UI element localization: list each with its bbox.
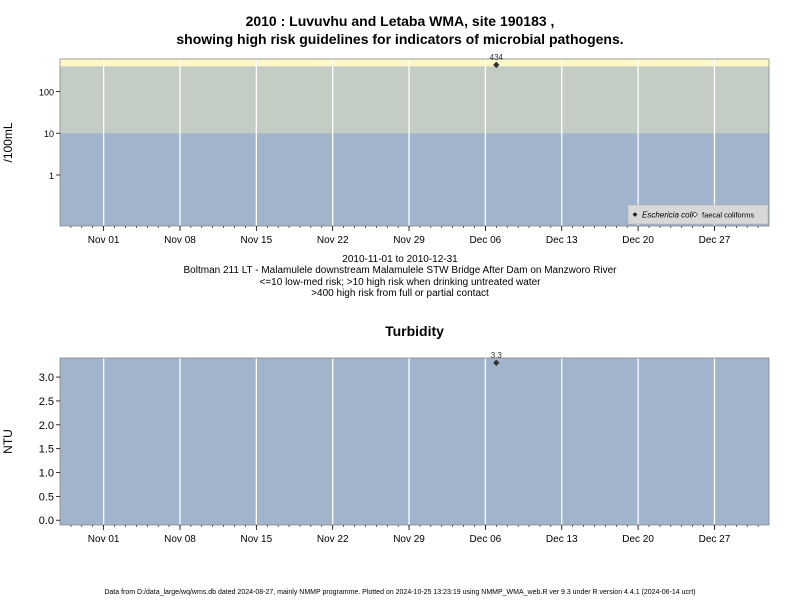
x-tick-label: Dec 27 bbox=[699, 235, 731, 246]
x-tick-label: Dec 06 bbox=[470, 534, 502, 545]
y-tick-label: 10 bbox=[44, 129, 54, 139]
x-tick-label: Nov 01 bbox=[88, 235, 120, 246]
x-tick-label: Nov 15 bbox=[240, 534, 272, 545]
date-range-label: 2010-11-01 to 2010-12-31 bbox=[342, 254, 458, 265]
data-label: 434 bbox=[490, 53, 504, 62]
x-tick-label: Dec 27 bbox=[699, 534, 731, 545]
data-label: 3.3 bbox=[491, 351, 503, 360]
x-tick-label: Dec 20 bbox=[622, 235, 654, 246]
legend-label-ecoli: Eschericia coli bbox=[642, 211, 693, 220]
legend-box bbox=[627, 204, 769, 225]
y-tick-label: 1.0 bbox=[39, 468, 54, 480]
y-tick-label: 0.0 bbox=[39, 515, 54, 527]
y-tick-label: 0.5 bbox=[39, 491, 54, 503]
y-axis-label: /100mL bbox=[1, 122, 15, 162]
data-point bbox=[493, 359, 500, 366]
footer-note: Data from D:/data_large/wq/wms.db dated … bbox=[104, 589, 696, 596]
x-tick-label: Dec 20 bbox=[622, 534, 654, 545]
y-tick-label: 2.5 bbox=[39, 396, 54, 408]
legend-marker-faecal bbox=[692, 211, 698, 218]
x-tick-label: Nov 15 bbox=[240, 235, 272, 246]
x-tick-label: Nov 29 bbox=[393, 534, 425, 545]
microbial-chart: 1 10 100 Nov 01 Nov 08 Nov 15 Nov 22 Nov 29 Dec … bbox=[1, 53, 770, 246]
risk-note-2: >400 high risk from full or partial cont… bbox=[311, 288, 489, 299]
site-description: Boltman 211 LT - Malamulele downstream M… bbox=[183, 265, 617, 276]
y-tick-label: 2.0 bbox=[39, 420, 54, 432]
x-tick-label: Nov 01 bbox=[88, 534, 120, 545]
legend: Eschericia coli faecal coliforms bbox=[627, 204, 769, 225]
plot-background bbox=[60, 358, 769, 525]
chart-title: Turbidity bbox=[385, 323, 444, 339]
risk-note-1: <=10 low-med risk; >10 high risk when dr… bbox=[259, 276, 541, 288]
x-tick-label: Nov 22 bbox=[317, 534, 349, 545]
y-tick-label: 1.5 bbox=[39, 444, 54, 456]
risk-band-2 bbox=[60, 59, 769, 67]
chart-title-line2: showing high risk guidelines for indicat… bbox=[176, 31, 624, 47]
y-tick-label: 3.0 bbox=[39, 372, 54, 384]
x-tick-label: Nov 29 bbox=[393, 235, 425, 246]
y-tick-label: 1 bbox=[49, 171, 54, 181]
plot-frame bbox=[59, 58, 770, 227]
risk-band-1 bbox=[60, 66, 769, 134]
data-point bbox=[493, 61, 500, 69]
x-tick-label: Nov 22 bbox=[317, 235, 349, 246]
legend-marker-ecoli bbox=[632, 212, 638, 217]
y-tick-label: 100 bbox=[39, 87, 54, 97]
x-tick-label: Nov 08 bbox=[164, 235, 196, 246]
turbidity-chart: 0.0 0.5 1.0 1.5 2.0 2.5 3.0 Nov 01 Nov 08 Nov 15 N… bbox=[1, 323, 770, 545]
chart-title-line1: 2010 : Luvuvhu and Letaba WMA, site 1901… bbox=[245, 13, 555, 29]
legend-label-faecal: faecal coliforms bbox=[702, 211, 754, 220]
x-tick-label: Dec 06 bbox=[470, 235, 502, 246]
x-tick-label: Nov 08 bbox=[164, 534, 196, 545]
plot-frame bbox=[59, 357, 770, 526]
x-tick-label: Dec 13 bbox=[546, 235, 578, 246]
x-tick-label: Dec 13 bbox=[546, 534, 578, 545]
y-axis-label: NTU bbox=[1, 429, 15, 454]
